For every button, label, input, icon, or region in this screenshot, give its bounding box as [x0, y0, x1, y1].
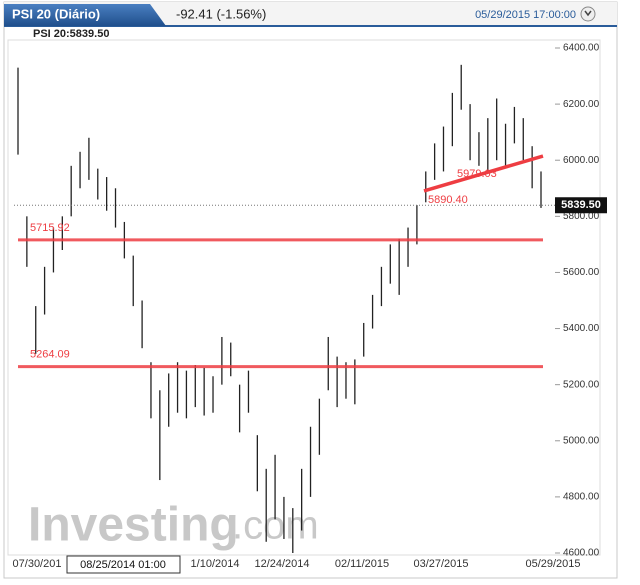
close-icon	[584, 10, 592, 17]
trendline-start-label: 5890.40	[428, 194, 468, 206]
level-label: 5264.09	[30, 349, 70, 361]
last-price-box	[555, 197, 607, 214]
plot-frame	[7, 39, 601, 556]
x-tick-label: 03/27/2015	[413, 558, 468, 570]
title-tab[interactable]	[4, 4, 166, 26]
y-tick-label: 6200.00	[563, 99, 600, 110]
subtitle: PSI 20:5839.50	[33, 28, 109, 40]
y-tick-label: 6000.00	[563, 155, 600, 166]
y-tick-label: 5800.00	[563, 211, 600, 222]
datetime: 05/29/2015 17:00:00	[475, 9, 576, 21]
x-tick-label: 1/10/2014	[191, 558, 240, 570]
trendline	[423, 154, 544, 193]
y-tick-label: 5400.00	[563, 323, 600, 334]
y-tick-label: 5000.00	[563, 435, 600, 446]
x-tick-label: 12/24/2014	[254, 558, 309, 570]
cursor-label: 08/25/2014 01:00	[80, 559, 166, 571]
cursor-box	[66, 555, 181, 574]
level-label: 5715.92	[30, 222, 70, 234]
x-tick-label: 05/29/2015	[525, 558, 580, 570]
last-price-label: 5839.50	[561, 199, 601, 211]
watermark: Investing	[28, 499, 239, 552]
x-tick-label: 07/30/201	[13, 558, 62, 570]
y-tick-label: 5200.00	[563, 379, 600, 390]
trendline-label: 5979.03	[457, 168, 497, 180]
y-tick-label: 4600.00	[563, 548, 600, 559]
y-tick-label: 5600.00	[563, 267, 600, 278]
change: -92.41 (-1.56%)	[176, 6, 266, 21]
x-tick-label: 02/11/2015	[335, 558, 389, 570]
y-tick-label: 6400.00	[563, 43, 600, 54]
y-tick-label: 4800.00	[563, 492, 600, 503]
chart-title: PSI 20 (Diário)	[12, 6, 100, 21]
